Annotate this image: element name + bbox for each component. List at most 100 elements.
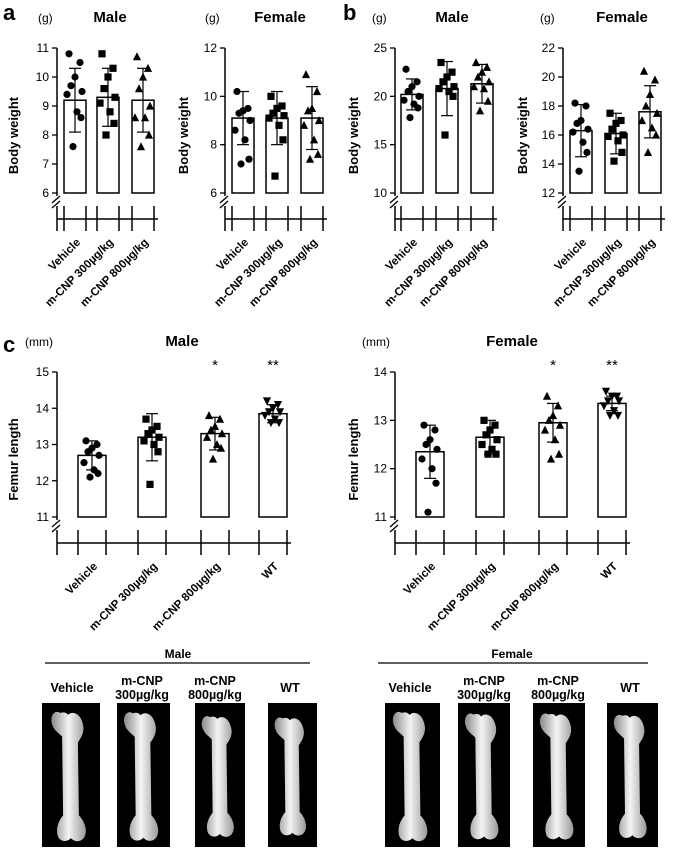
x-tick-label: WT (260, 561, 281, 582)
data-point (84, 448, 92, 456)
data-point (69, 143, 77, 151)
error-bar (137, 67, 149, 133)
data-point (76, 58, 84, 67)
data-point (96, 99, 104, 107)
y-tick-label: 18 (542, 99, 556, 113)
data-point (553, 401, 563, 410)
data-point (448, 68, 456, 76)
data-point (80, 459, 88, 467)
data-point (651, 130, 661, 139)
error-bar (547, 402, 559, 443)
data-point (424, 508, 432, 516)
data-point (491, 421, 499, 429)
data-point (303, 106, 313, 115)
data-point (400, 96, 408, 104)
x-tick-label: m-CNP 800µg/kg (247, 237, 320, 310)
data-point (573, 119, 581, 127)
axis-break (219, 200, 229, 209)
image-label: 300µg/kg (457, 688, 511, 702)
data-point (215, 414, 225, 423)
data-point (246, 116, 254, 125)
y-tick-label: 11 (375, 510, 388, 524)
data-point (63, 90, 71, 98)
data-point (437, 58, 445, 67)
y-tick-label: 10 (36, 70, 50, 84)
y-tick-label: 9 (42, 99, 49, 113)
error-bar (406, 78, 418, 111)
data-point (605, 411, 615, 420)
data-point (469, 82, 479, 91)
y-tick-label: 22 (542, 41, 556, 55)
data-point (67, 82, 75, 90)
significance: * (212, 357, 218, 374)
image-label: m-CNP (121, 674, 163, 688)
data-point (206, 425, 216, 434)
data-point (313, 149, 323, 158)
axis-break (557, 195, 567, 204)
data-point (614, 397, 624, 406)
data-point (608, 125, 616, 133)
axis-break (51, 519, 61, 528)
image-label: 800µg/kg (188, 688, 242, 702)
data-point (208, 454, 218, 463)
y-axis-label: Body weight (6, 96, 21, 174)
image-label: Vehicle (388, 681, 431, 695)
bar (475, 436, 505, 518)
data-point (603, 397, 613, 406)
data-point (554, 449, 564, 458)
data-point (245, 155, 253, 163)
x-tick-label: m-CNP 800µg/kg (417, 237, 490, 310)
data-point (482, 431, 490, 439)
data-point (237, 160, 245, 168)
y-tick-label: 25 (374, 41, 388, 55)
data-point (422, 440, 430, 449)
error-bar (484, 419, 496, 455)
image-label: m-CNP (194, 674, 236, 688)
data-point (278, 102, 286, 110)
data-point (540, 425, 550, 434)
error-bar (610, 112, 622, 155)
data-point (134, 84, 144, 93)
y-tick-label: 14 (542, 157, 556, 171)
data-point (305, 154, 315, 163)
axis-break (51, 524, 61, 533)
data-point (142, 415, 150, 423)
image-label: WT (620, 681, 640, 695)
data-point (217, 429, 227, 438)
y-tick-label: 11 (37, 41, 50, 55)
data-point (100, 85, 108, 93)
data-point (65, 50, 73, 58)
y-axis-label: Body weight (346, 96, 361, 174)
data-point (439, 78, 447, 86)
error-bar (237, 90, 249, 146)
data-point (145, 101, 155, 110)
data-point (279, 136, 287, 144)
chart-title: Male (165, 333, 198, 350)
data-point (413, 78, 421, 86)
data-point (275, 408, 285, 417)
y-tick-label: 13 (36, 438, 50, 452)
data-point (136, 142, 146, 151)
bar (597, 402, 627, 518)
error-bar (209, 416, 221, 451)
y-axis-label: Femur length (6, 418, 21, 500)
x-tick-label: m-CNP 800µg/kg (585, 237, 658, 310)
data-point (582, 102, 590, 110)
data-point (265, 114, 273, 122)
y-axis-label: Femur length (346, 418, 361, 500)
y-tick-label: 10 (374, 186, 388, 200)
data-point (583, 148, 591, 156)
x-tick-label: m-CNP 300µg/kg (425, 561, 498, 634)
y-unit: (g) (205, 11, 220, 25)
image-label: 300µg/kg (115, 688, 169, 702)
data-point (613, 411, 623, 420)
y-tick-label: 16 (542, 128, 556, 142)
data-point (155, 433, 163, 441)
data-point (617, 116, 625, 125)
axis-break (51, 195, 61, 204)
y-tick-label: 7 (42, 157, 49, 171)
y-axis-label: Body weight (515, 96, 530, 174)
y-tick-label: 12 (36, 474, 50, 488)
error-bar (267, 404, 279, 424)
